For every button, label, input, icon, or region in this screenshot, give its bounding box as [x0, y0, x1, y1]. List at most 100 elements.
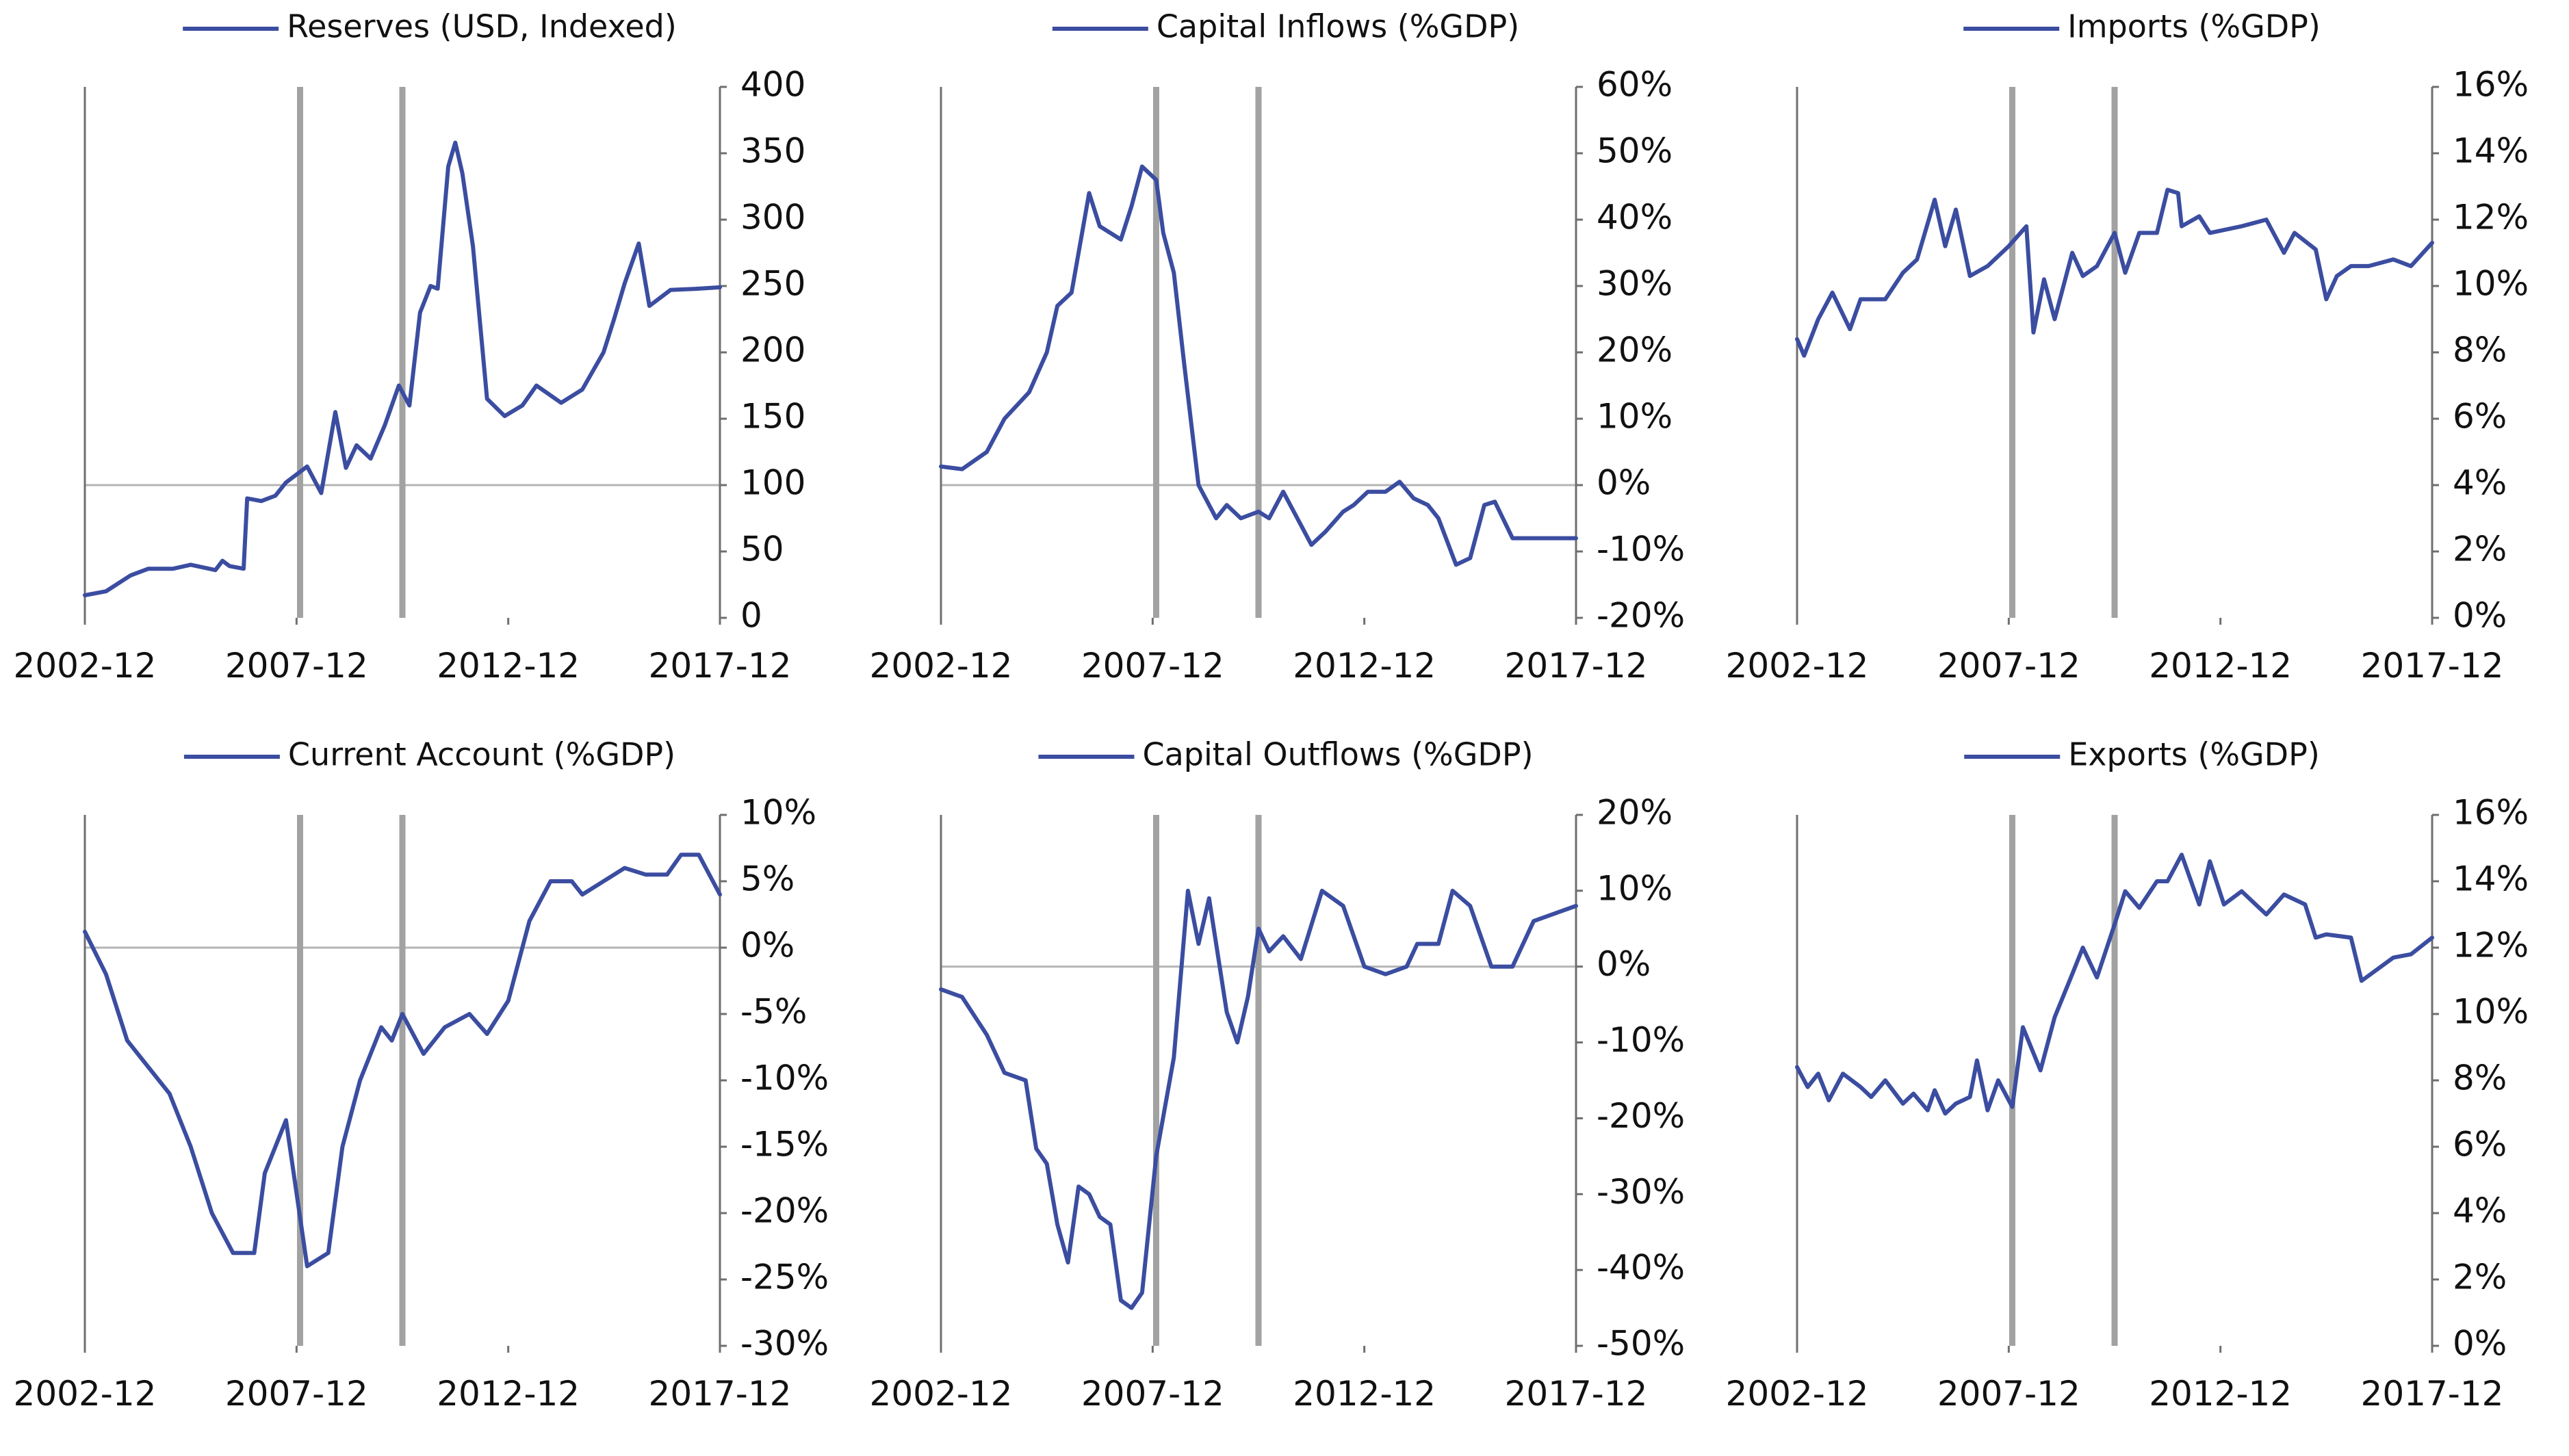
- y-tick-label: 0: [740, 596, 762, 636]
- chart-canvas: Exports (%GDP) 0% 2% 4% 6% 8% 10% 12% 14% 16% 2002…: [1726, 736, 2529, 1414]
- y-tick-label: 30%: [1597, 264, 1673, 304]
- y-tick-label: 40%: [1597, 198, 1673, 237]
- x-tick-label: 2012-12: [437, 646, 580, 686]
- y-tick-label: 2%: [2453, 1258, 2507, 1297]
- y-tick-label: 14%: [2453, 131, 2529, 171]
- y-tick-label: 300: [740, 198, 805, 237]
- chart-capital-outflows: Capital Outflows (%GDP) -50% -40% -30% -20% -…: [856, 728, 1712, 1456]
- chart-canvas: Capital Inflows (%GDP) -20% -10% 0% 10% 20% 30…: [870, 8, 1686, 686]
- legend-label: Current Account (%GDP): [288, 736, 675, 773]
- chart-root: Reserves (USD, Indexed) 0 50 100 150 200 250 30…: [14, 8, 806, 686]
- x-tick-label: 2012-12: [2149, 646, 2292, 686]
- chart-exports: Exports (%GDP) 0% 2% 4% 6% 8% 10% 12% 14% 16% 2002…: [1712, 728, 2568, 1456]
- x-tick-label: 2007-12: [1937, 1374, 2080, 1414]
- legend-label: Imports (%GDP): [2067, 8, 2321, 45]
- series-line-1: [939, 888, 1578, 1310]
- legend: Capital Inflows (%GDP): [1052, 8, 1519, 45]
- y-tick-label: 400: [740, 65, 805, 105]
- y-tick-label: -20%: [740, 1191, 829, 1231]
- x-tick-label: 2007-12: [1937, 646, 2080, 686]
- legend: Imports (%GDP): [1963, 8, 2321, 45]
- y-tick-label: 0%: [2453, 596, 2507, 636]
- y-tick-label: 8%: [2453, 330, 2507, 370]
- series-line-1: [1795, 853, 2434, 1116]
- y-tick-label: 0%: [2453, 1324, 2507, 1364]
- chart-reserves: Reserves (USD, Indexed) 0 50 100 150 200 250 30…: [0, 0, 856, 728]
- y-tick-label: 8%: [2453, 1058, 2507, 1098]
- y-tick-label: 150: [740, 397, 805, 437]
- chart-root: Imports (%GDP) 0% 2% 4% 6% 8% 10% 12% 14% 16% 2002…: [1726, 8, 2529, 686]
- x-tick-label: 2017-12: [649, 646, 792, 686]
- legend: Capital Outflows (%GDP): [1038, 736, 1534, 773]
- legend-label: Reserves (USD, Indexed): [287, 8, 677, 45]
- y-tick-label: 0%: [1597, 463, 1651, 503]
- x-tick-label: 2017-12: [649, 1374, 792, 1414]
- y-tick-label: 20%: [1597, 330, 1673, 370]
- y-tick-label: -30%: [740, 1324, 829, 1364]
- chart-root: Capital Outflows (%GDP) -50% -40% -30% -20% -…: [870, 736, 1686, 1414]
- y-tick-label: 12%: [2453, 198, 2529, 237]
- y-tick-label: 60%: [1597, 65, 1673, 105]
- y-tick-label: 4%: [2453, 463, 2507, 503]
- y-tick-label: 250: [740, 264, 805, 304]
- x-tick-label: 2007-12: [1081, 646, 1224, 686]
- x-tick-label: 2017-12: [1505, 1374, 1648, 1414]
- x-tick-label: 2007-12: [225, 1374, 368, 1414]
- series-line-1: [83, 853, 722, 1269]
- y-tick-label: -30%: [1597, 1172, 1685, 1212]
- legend: Current Account (%GDP): [183, 736, 675, 773]
- chart-root: Current Account (%GDP) -30% -25% -20% -15% -1…: [14, 736, 829, 1414]
- y-tick-label: 350: [740, 131, 805, 171]
- chart-canvas: Current Account (%GDP) -30% -25% -20% -15% -1…: [14, 736, 829, 1414]
- y-tick-label: 10%: [2453, 992, 2529, 1032]
- x-tick-label: 2002-12: [870, 1374, 1013, 1414]
- y-tick-label: -25%: [740, 1258, 829, 1297]
- series-line-1: [83, 140, 722, 597]
- series-line-1: [939, 164, 1578, 567]
- x-tick-label: 2012-12: [1293, 646, 1436, 686]
- y-tick-label: 10%: [740, 793, 816, 833]
- legend-label: Exports (%GDP): [2068, 736, 2320, 773]
- y-tick-label: 6%: [2453, 397, 2507, 437]
- x-tick-label: 2002-12: [14, 1374, 157, 1414]
- chart-canvas: Imports (%GDP) 0% 2% 4% 6% 8% 10% 12% 14% 16% 2002…: [1726, 8, 2529, 686]
- y-tick-label: 20%: [1597, 793, 1673, 833]
- y-tick-label: 4%: [2453, 1191, 2507, 1231]
- y-tick-label: 16%: [2453, 65, 2529, 105]
- legend-label: Capital Inflows (%GDP): [1157, 8, 1519, 45]
- y-tick-label: 0%: [740, 926, 795, 965]
- legend-label: Capital Outflows (%GDP): [1142, 736, 1533, 773]
- y-tick-label: -40%: [1597, 1248, 1685, 1288]
- chart-root: Exports (%GDP) 0% 2% 4% 6% 8% 10% 12% 14% 16% 2002…: [1726, 736, 2529, 1414]
- y-tick-label: -10%: [1597, 1020, 1685, 1060]
- x-tick-label: 2007-12: [1081, 1374, 1224, 1414]
- legend: Exports (%GDP): [1964, 736, 2320, 773]
- y-tick-label: -10%: [1597, 530, 1685, 569]
- chart-root: Capital Inflows (%GDP) -20% -10% 0% 10% 20% 30…: [870, 8, 1686, 686]
- x-tick-label: 2012-12: [2149, 1374, 2292, 1414]
- x-tick-label: 2002-12: [14, 646, 157, 686]
- x-tick-label: 2017-12: [2361, 646, 2504, 686]
- y-tick-label: 10%: [1597, 397, 1673, 437]
- y-tick-label: 16%: [2453, 793, 2529, 833]
- legend: Reserves (USD, Indexed): [183, 8, 677, 45]
- x-tick-label: 2012-12: [1293, 1374, 1436, 1414]
- y-tick-label: 50: [740, 530, 784, 569]
- x-tick-label: 2017-12: [1505, 646, 1648, 686]
- chart-capital-inflows: Capital Inflows (%GDP) -20% -10% 0% 10% 20% 30…: [856, 0, 1712, 728]
- series-line-1: [1795, 187, 2434, 358]
- x-tick-label: 2017-12: [2361, 1374, 2504, 1414]
- y-tick-label: 6%: [2453, 1125, 2507, 1165]
- y-tick-label: -5%: [740, 992, 807, 1032]
- y-tick-label: 2%: [2453, 530, 2507, 569]
- y-tick-label: -20%: [1597, 1096, 1685, 1136]
- chart-canvas: Capital Outflows (%GDP) -50% -40% -30% -20% -…: [870, 736, 1686, 1414]
- y-tick-label: -50%: [1597, 1324, 1685, 1364]
- y-tick-label: 200: [740, 330, 805, 370]
- y-tick-label: 10%: [1597, 868, 1673, 908]
- y-tick-label: -20%: [1597, 596, 1685, 636]
- chart-canvas: Reserves (USD, Indexed) 0 50 100 150 200 250 30…: [14, 8, 806, 686]
- chart-current-account: Current Account (%GDP) -30% -25% -20% -15% -1…: [0, 728, 856, 1456]
- y-tick-label: 12%: [2453, 926, 2529, 965]
- y-tick-label: 100: [740, 463, 805, 503]
